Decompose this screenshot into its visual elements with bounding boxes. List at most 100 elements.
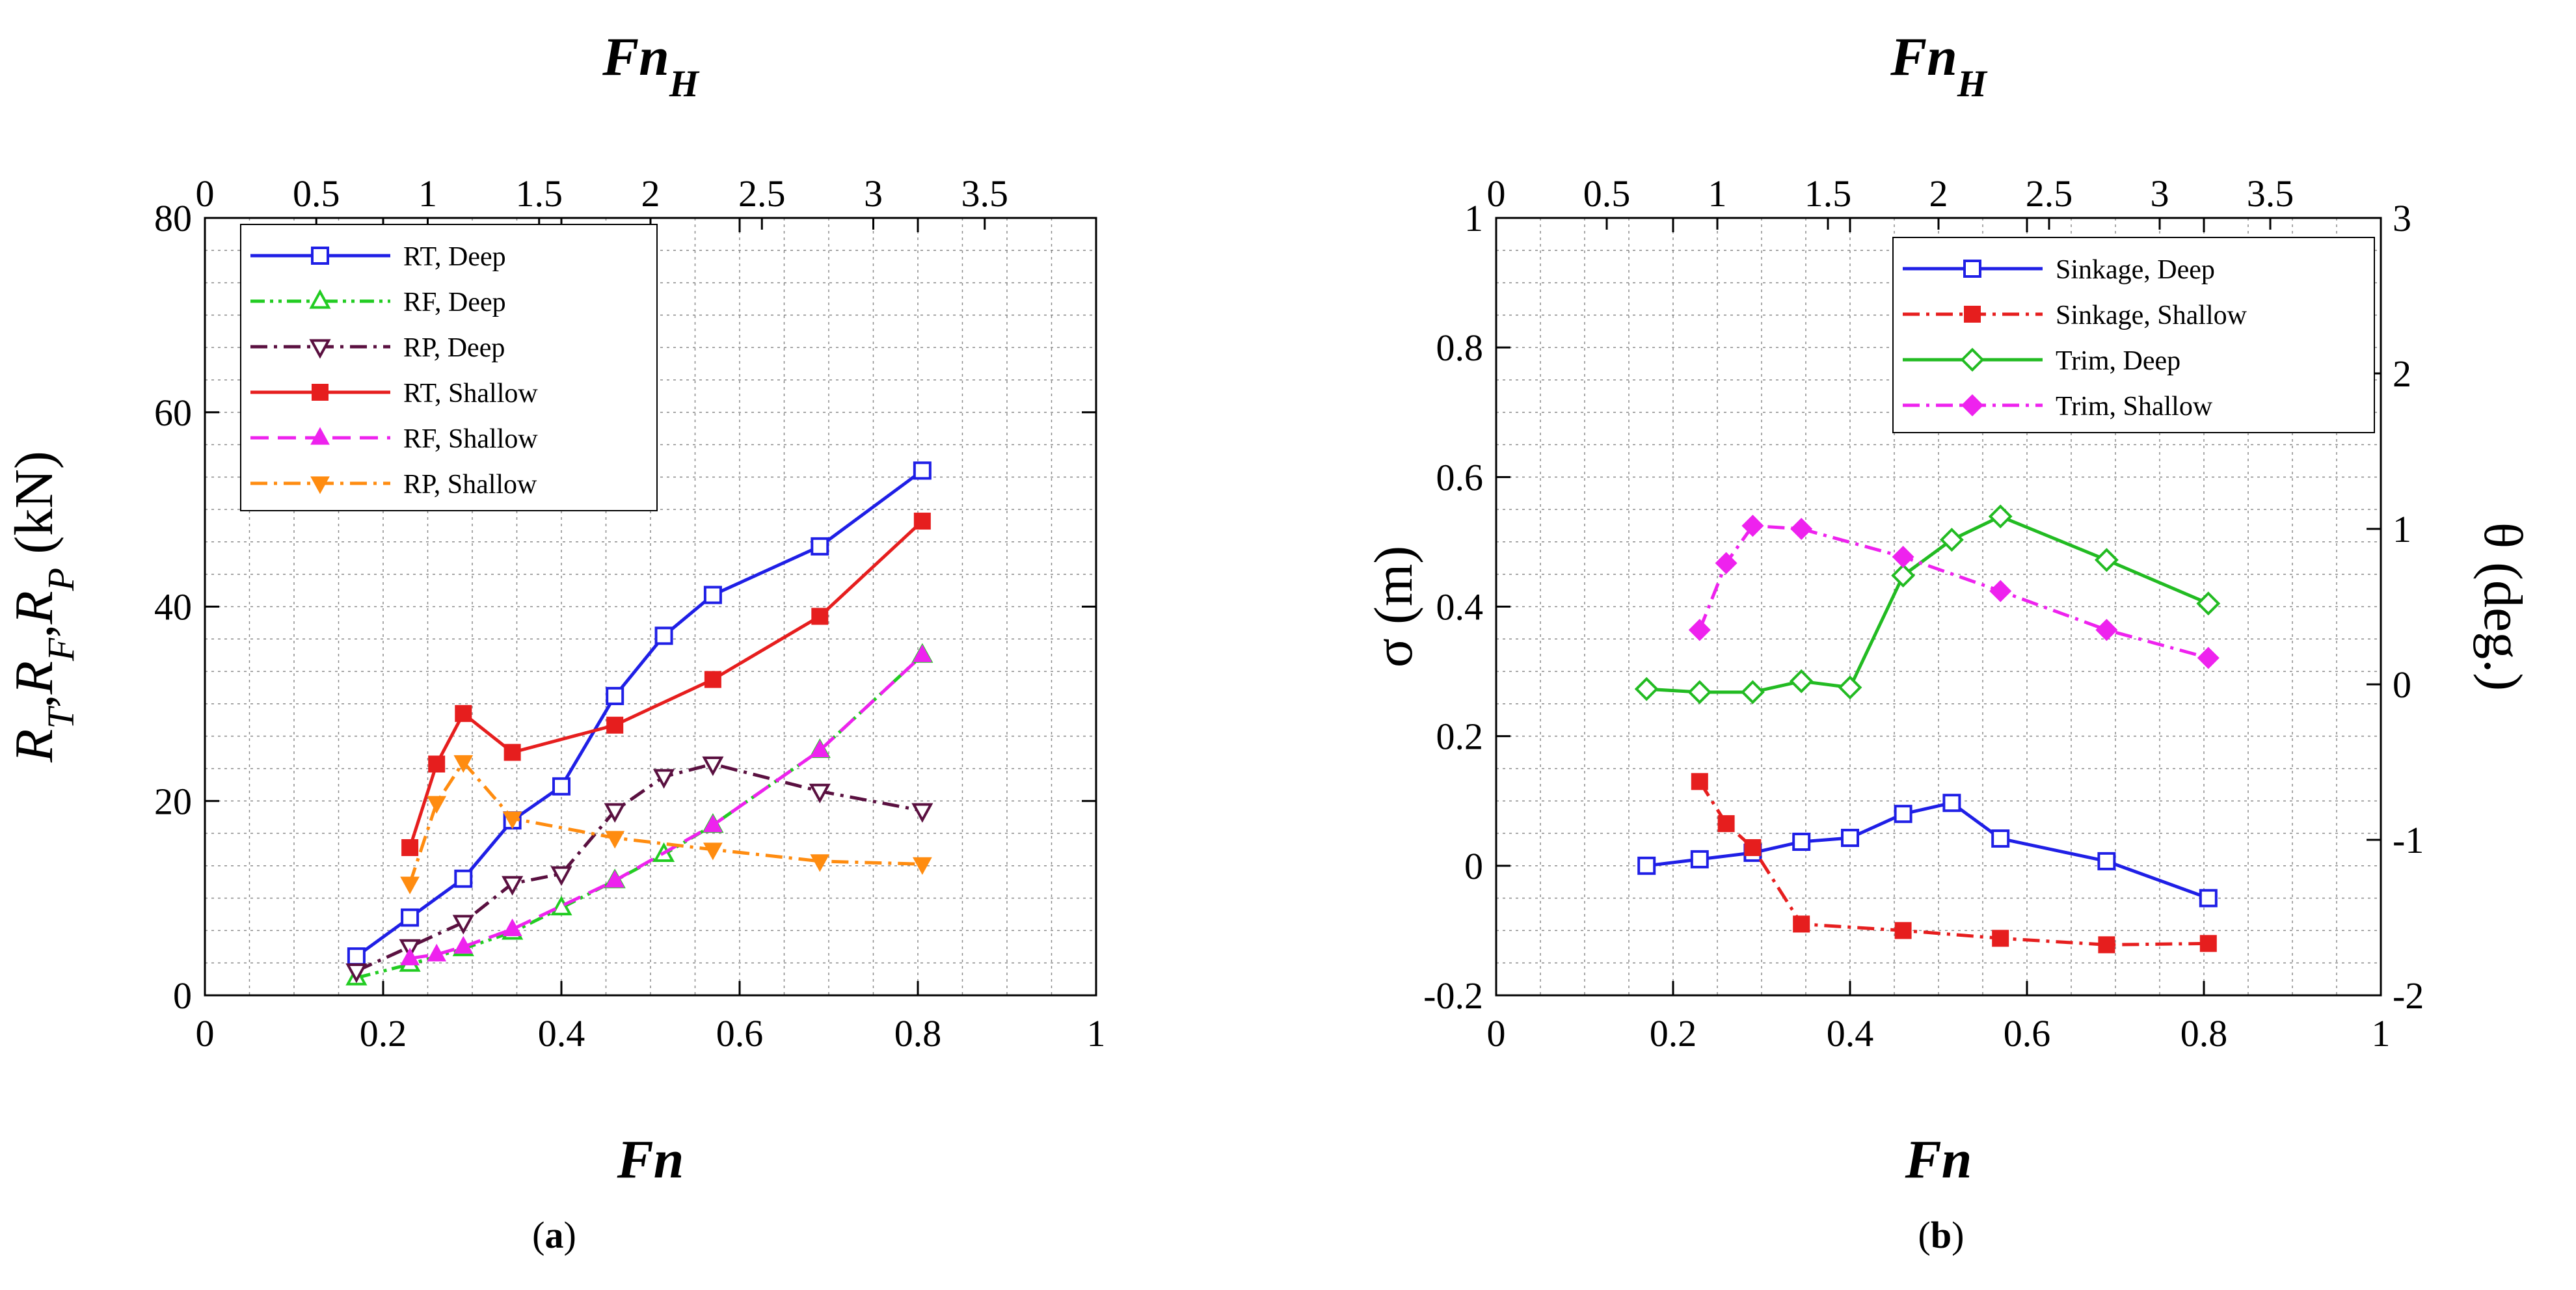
x2-tick-label: 2.5 — [2026, 172, 2073, 215]
data-point — [654, 626, 673, 645]
x2-tick-label: 0 — [196, 172, 215, 215]
legend-label: RF, Shallow — [403, 424, 538, 454]
series-line — [1646, 515, 2209, 694]
legend-marker — [312, 384, 329, 401]
y-tick-label: 0 — [1464, 845, 1483, 887]
data-point — [809, 783, 831, 803]
data-point — [550, 866, 572, 886]
x2-tick-label: 2.5 — [738, 172, 786, 215]
x2-axis-title-subscript: H — [1957, 62, 1988, 105]
data-point — [1838, 675, 1862, 700]
x2-tick-label: 1.5 — [516, 172, 563, 215]
data-point — [502, 876, 524, 896]
data-point — [1894, 805, 1912, 824]
series-group — [1634, 504, 2221, 954]
data-point — [704, 671, 721, 688]
caption-b: (b) — [1918, 1214, 1965, 1256]
data-point — [811, 608, 829, 625]
legend-marker — [1964, 306, 1981, 323]
x-tick-label: 0.2 — [1650, 1012, 1697, 1055]
y-tick-label: 0.6 — [1436, 456, 1484, 498]
y-axis-title-sep: , — [4, 625, 64, 638]
data-point — [1939, 528, 1964, 552]
data-point — [2197, 647, 2220, 669]
legend-box — [240, 224, 658, 511]
data-point — [1793, 915, 1810, 933]
data-point — [1790, 517, 1813, 541]
data-point — [1691, 773, 1708, 790]
x-tick-label: 0.6 — [2004, 1012, 2051, 1055]
x2-axis-ticks: 0 0.5 1 1.5 2 2.5 3 3.5 — [196, 172, 1008, 230]
y-axis-title: σ (m) — [1363, 546, 1424, 668]
data-point — [2098, 936, 2115, 954]
x2-tick-label: 2 — [1929, 172, 1948, 215]
legend-marker — [309, 339, 331, 359]
y-tick-label: 40 — [154, 586, 192, 628]
data-point — [703, 585, 722, 604]
x-tick-label: 0.6 — [716, 1012, 764, 1055]
data-point — [810, 740, 830, 758]
y-tick-label: 0.4 — [1436, 586, 1484, 628]
data-point — [401, 839, 419, 856]
x-tick-label: 1 — [1087, 1012, 1106, 1055]
x-tick-label: 0 — [1487, 1012, 1506, 1055]
data-point — [1892, 546, 1914, 569]
x-tick-label: 0.2 — [360, 1012, 407, 1055]
x2-tick-label: 0 — [1487, 172, 1506, 215]
x-tick-label: 0.8 — [894, 1012, 942, 1055]
series-line — [355, 469, 924, 958]
legend-label: RP, Shallow — [403, 470, 537, 500]
x2-tick-label: 3 — [2151, 172, 2169, 215]
x-axis-ticks: 0 0.2 0.4 0.6 0.8 1 — [1487, 218, 2391, 1055]
data-point — [1637, 856, 1656, 875]
y-axis-title-unit: (kN) — [4, 451, 64, 568]
data-point — [605, 870, 625, 888]
caption-a: (a) — [532, 1214, 576, 1256]
legend: Sinkage, Deep Sinkage, Shallow Trim, Deep T… — [1892, 237, 2375, 433]
data-point — [1991, 829, 2010, 848]
x2-tick-label: 3 — [864, 172, 883, 215]
x-tick-label: 1 — [2372, 1012, 2391, 1055]
data-point — [1891, 563, 1916, 588]
legend-label: Sinkage, Deep — [2056, 255, 2215, 285]
series-line — [408, 760, 922, 885]
data-point — [400, 876, 420, 894]
data-point — [552, 777, 570, 796]
data-point — [427, 943, 447, 961]
y-tick-label: 60 — [154, 392, 192, 434]
y-tick-label: 0.8 — [1436, 327, 1484, 369]
legend-marker — [1960, 347, 1985, 372]
x-axis-ticks: 0 0.2 0.4 0.6 0.8 1 — [196, 218, 1106, 1055]
data-point — [912, 644, 932, 662]
data-point — [606, 716, 624, 734]
grid — [205, 218, 1096, 995]
data-point — [2196, 591, 2221, 616]
x2-tick-label: 2 — [641, 172, 660, 215]
data-point — [502, 918, 522, 937]
data-point — [400, 947, 420, 965]
y-tick-label: 20 — [154, 780, 192, 822]
panel-b: 0 0.2 0.4 0.6 0.8 10 0.5 1 1.5 2 2.5 3 3.5-0.200.20.… — [1363, 27, 2533, 1190]
legend-label: RP, Deep — [403, 333, 505, 363]
data-point — [2097, 852, 2116, 870]
legend-marker — [311, 247, 329, 265]
panel-a: 0 0.2 0.4 0.6 0.8 1 0 0.5 1 1.5 2 2.5 3 3.5 0 20 40 60 80 F… — [4, 27, 1106, 1190]
legend-marker — [310, 427, 330, 445]
x2-tick-label: 3.5 — [2247, 172, 2294, 215]
data-point — [1740, 680, 1765, 705]
x2-tick-label: 1 — [1708, 172, 1727, 215]
data-point — [1992, 930, 2009, 947]
data-point — [912, 857, 932, 875]
data-point — [345, 963, 368, 984]
legend-marker — [309, 289, 331, 309]
legend: RT, Deep RF, Deep RP, Deep RT, Shallow RF, S… — [240, 224, 658, 511]
data-point — [453, 755, 474, 773]
data-point — [1942, 794, 1961, 813]
data-point — [1717, 815, 1735, 833]
y-axis-ticks: 0 20 40 60 80 — [154, 197, 1096, 1017]
y2-tick-label: 1 — [2393, 508, 2411, 550]
legend-label: Trim, Deep — [2056, 346, 2180, 376]
data-point — [1792, 832, 1811, 851]
